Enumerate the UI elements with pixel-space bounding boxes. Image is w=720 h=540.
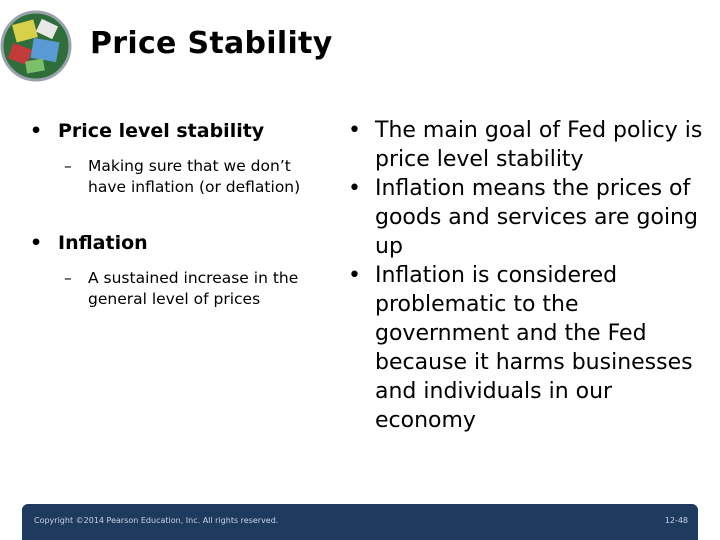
right-bullet-inflation-means: • Inflation means the prices of goods an… xyxy=(348,174,708,261)
bullet-dot: • xyxy=(348,176,361,201)
slide-title: Price Stability xyxy=(90,26,333,61)
bullet-dot: • xyxy=(30,232,43,254)
left-column: • Price level stability – Making sure th… xyxy=(30,120,330,310)
bullet-dot: • xyxy=(30,120,43,142)
right-bullet-text: Inflation means the prices of goods and … xyxy=(375,176,698,259)
right-bullet-main-goal: • The main goal of Fed policy is price l… xyxy=(348,116,708,174)
right-bullet-text: Inflation is considered problematic to t… xyxy=(375,263,693,433)
slide-footer: Copyright ©2014 Pearson Education, Inc. … xyxy=(22,504,698,540)
sub-bullet-sustained-increase: – A sustained increase in the general le… xyxy=(30,268,330,310)
copyright-text: Copyright ©2014 Pearson Education, Inc. … xyxy=(34,516,279,525)
sub-bullet-dash: – xyxy=(64,269,72,287)
right-bullet-problematic: • Inflation is considered problematic to… xyxy=(348,261,708,435)
bullet-dot: • xyxy=(348,118,361,143)
bullet-price-level-stability: • Price level stability xyxy=(30,120,330,142)
sub-bullet-text: Making sure that we don’t have inflation… xyxy=(88,157,301,196)
sub-bullet-dash: – xyxy=(64,157,72,175)
right-bullet-text: The main goal of Fed policy is price lev… xyxy=(375,118,703,172)
page-number: 12-48 xyxy=(664,516,688,525)
sub-bullet-making-sure: – Making sure that we don’t have inflati… xyxy=(30,156,330,198)
bullet-dot: • xyxy=(348,263,361,288)
right-column: • The main goal of Fed policy is price l… xyxy=(348,116,708,435)
bullet-text: Inflation xyxy=(58,232,148,254)
bullet-text: Price level stability xyxy=(58,120,265,142)
slide-logo-icon xyxy=(0,10,72,82)
bullet-inflation: • Inflation xyxy=(30,232,330,254)
sub-bullet-text: A sustained increase in the general leve… xyxy=(88,269,299,308)
